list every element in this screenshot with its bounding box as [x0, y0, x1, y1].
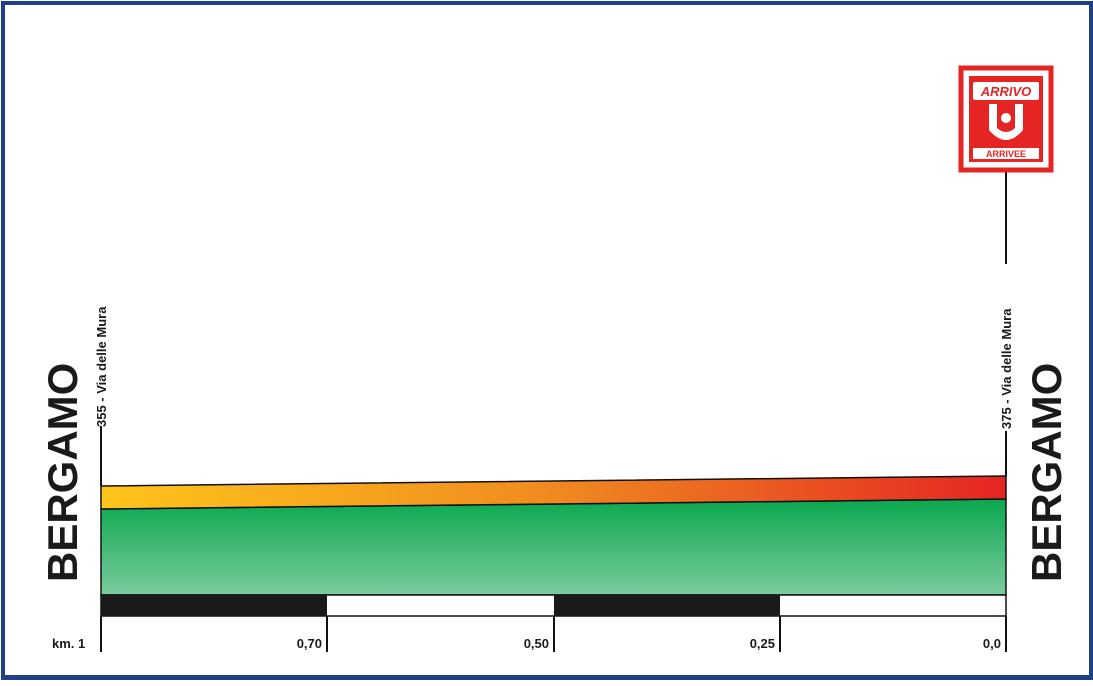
- finish-altitude-label: 375 - Via delle Mura: [999, 308, 1014, 429]
- logo-top-text: ARRIVO: [980, 84, 1032, 99]
- gradient-band: [100, 475, 1007, 510]
- scale-label-050: 0,50: [524, 636, 549, 651]
- start-place-name: BERGAMO: [39, 363, 86, 582]
- logo-bottom-text: ARRIVEE: [986, 149, 1026, 159]
- finish-place-name: BERGAMO: [1023, 363, 1070, 582]
- start-altitude-label: 355 - Via delle Mura: [94, 306, 109, 427]
- scale-label-025: 0,25: [750, 636, 775, 651]
- scale-label-start: km. 1: [52, 636, 85, 651]
- logo-rider-head: [1001, 113, 1011, 123]
- logo-u-shape: [989, 104, 1023, 140]
- scale-label-070: 0,70: [297, 636, 322, 651]
- finish-arrival-logo: ARRIVO ARRIVEE: [958, 65, 1054, 173]
- scale-label-finish: 0,0: [983, 636, 1001, 651]
- scale-bar-segment-3: [554, 595, 780, 616]
- scale-bar-segment-1: [101, 595, 327, 616]
- profile-body: [100, 498, 1007, 596]
